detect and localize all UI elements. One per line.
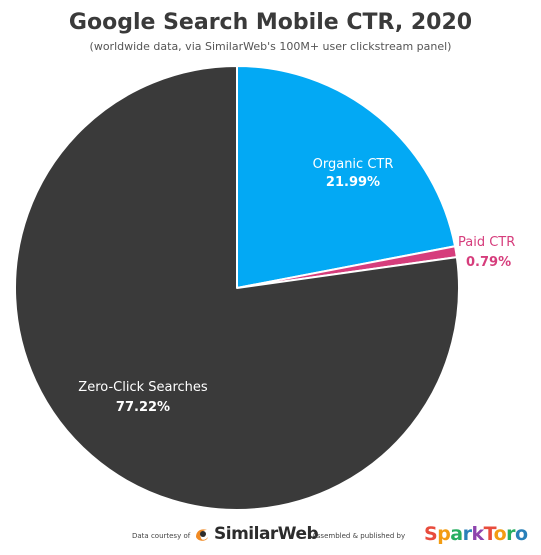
publisher-credit-label: Assembled & published by	[312, 532, 406, 540]
sparktoro-brand-text: SparkToro	[424, 523, 528, 545]
similarweb-logo-icon	[196, 529, 208, 541]
slice-label-zero-click: Zero-Click Searches	[78, 380, 208, 395]
slice-label-paid: Paid CTR	[458, 235, 515, 250]
chart-subtitle: (worldwide data, via SimilarWeb's 100M+ …	[89, 40, 452, 53]
similarweb-brand-text: SimilarWeb	[214, 524, 319, 544]
data-credit-label: Data courtesy of	[132, 532, 191, 540]
sparktoro-letter: T	[483, 523, 494, 545]
sparktoro-letter: a	[450, 523, 463, 545]
sparktoro-letter: o	[515, 523, 528, 545]
sparktoro-letter: k	[471, 523, 485, 545]
pie-slice-organic	[236, 65, 457, 289]
sparktoro-letter: r	[506, 523, 516, 545]
sparktoro-letter: S	[424, 523, 438, 545]
slice-value-paid: 0.79%	[466, 255, 511, 270]
chart-title: Google Search Mobile CTR, 2020	[68, 10, 473, 35]
sparktoro-letter: p	[437, 523, 451, 545]
sparktoro-letter: o	[493, 523, 507, 545]
pie-labels: Organic CTR 21.99% Paid CTR 0.79% Zero-Click…	[78, 157, 515, 415]
similarweb-logo: SimilarWeb	[193, 522, 319, 546]
sparktoro-letter: r	[462, 523, 472, 545]
slice-value-organic: 21.99%	[326, 175, 380, 190]
pie-slices	[14, 65, 460, 511]
footer: Data courtesy of SimilarWeb Assembled & …	[0, 520, 541, 550]
slice-label-organic: Organic CTR	[313, 157, 394, 172]
slice-value-zero-click: 77.22%	[116, 400, 170, 415]
sparktoro-logo: SparkToro	[424, 521, 528, 547]
pie-slice-zero-click	[14, 65, 460, 511]
